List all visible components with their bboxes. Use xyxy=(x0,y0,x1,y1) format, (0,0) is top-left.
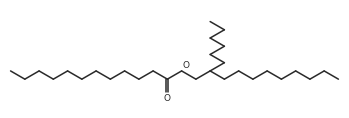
Text: O: O xyxy=(164,94,171,103)
Text: O: O xyxy=(182,61,189,70)
